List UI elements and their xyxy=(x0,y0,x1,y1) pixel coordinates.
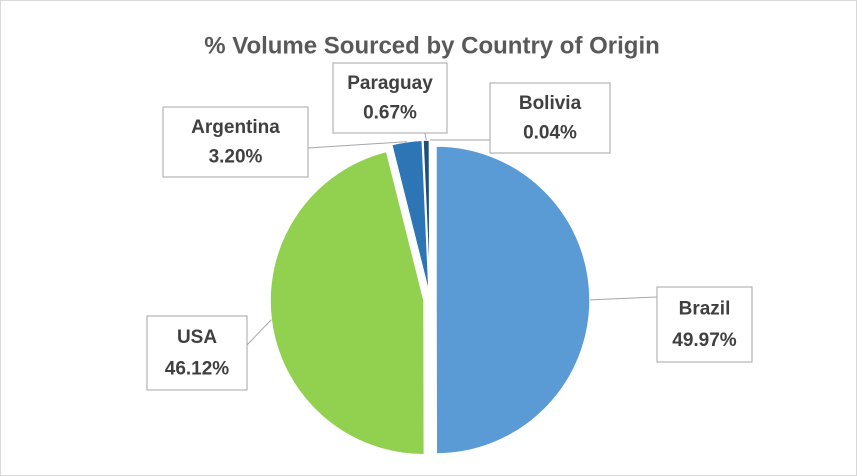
value-label: 0.04% xyxy=(523,122,577,143)
leader-line xyxy=(246,319,272,346)
category-label: USA xyxy=(177,327,217,348)
label-box xyxy=(332,62,448,134)
leader-line xyxy=(424,132,427,141)
label-box xyxy=(162,106,309,178)
value-label: 0.67% xyxy=(363,102,417,123)
category-label: Paraguay xyxy=(347,73,433,94)
chart-title: % Volume Sourced by Country of Origin xyxy=(204,32,660,59)
label-box xyxy=(489,82,611,154)
label-box xyxy=(656,286,753,363)
category-label: Argentina xyxy=(191,117,280,138)
value-label: 49.97% xyxy=(672,330,737,351)
leader-line xyxy=(589,296,658,301)
value-label: 46.12% xyxy=(165,358,230,379)
label-box xyxy=(146,315,248,391)
category-label: Brazil xyxy=(679,299,731,320)
category-label: Bolivia xyxy=(519,93,582,114)
leader-line xyxy=(307,141,407,149)
value-label: 3.20% xyxy=(209,146,263,167)
